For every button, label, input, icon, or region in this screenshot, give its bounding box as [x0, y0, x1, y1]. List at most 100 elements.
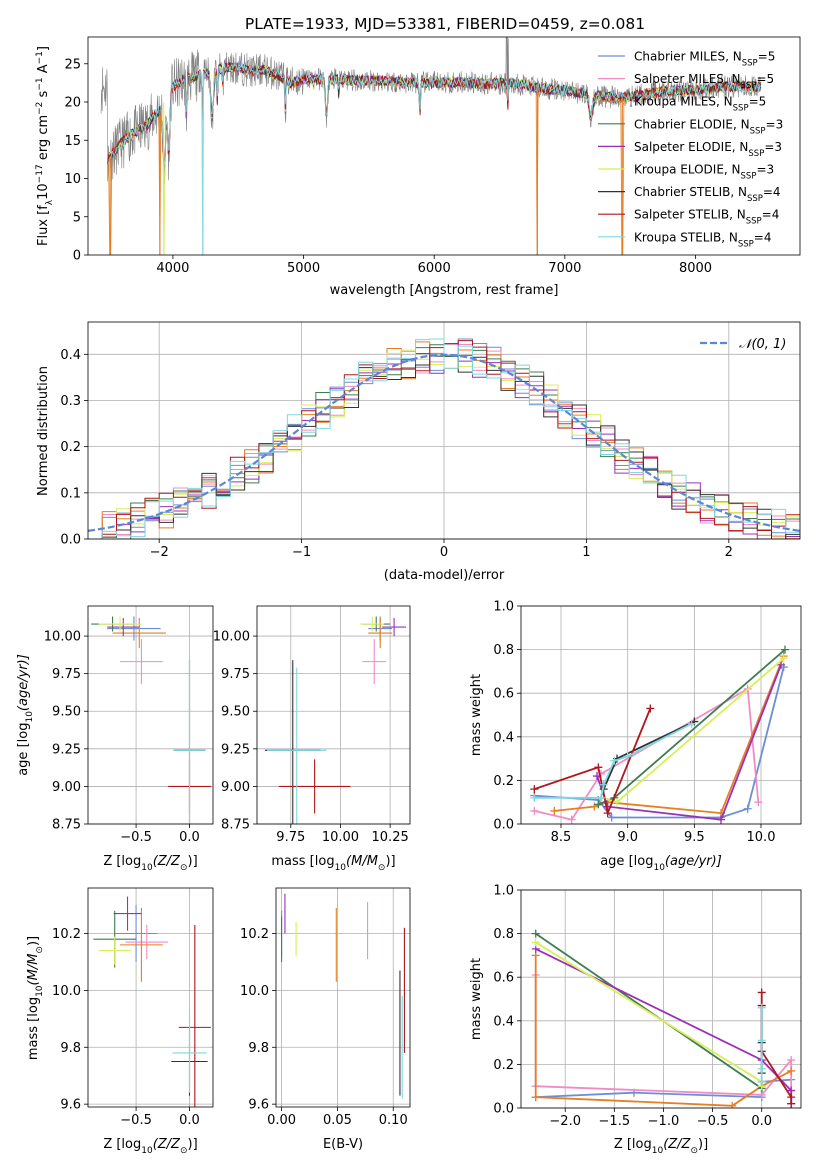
weight-marker	[610, 756, 619, 765]
x-tick-label: 8000	[679, 261, 712, 276]
x-tick-label: 7000	[548, 261, 581, 276]
z-weight-axes: −2.0 −1.5 −1.0 −0.5 0.0 0.0 0.2 0.4 0.6 0.8 1.0 Z […	[469, 884, 802, 1156]
legend-sub: SSP	[748, 149, 764, 159]
weight-marker	[646, 704, 655, 713]
y-tick-label: 10.0	[240, 984, 269, 999]
x-tick-label: 10.00	[322, 830, 359, 845]
x-tick-label: 0.10	[379, 1113, 408, 1128]
y-tick-label: 0.0	[60, 533, 81, 548]
plot-area	[93, 896, 211, 1107]
axes-frame	[87, 36, 801, 256]
y-tick-label: 5	[73, 210, 81, 225]
label-part: (M/M	[26, 954, 41, 986]
weight-marker	[687, 719, 696, 728]
x-tick-label: 10.25	[372, 830, 409, 845]
y-tick-label: 9.75	[52, 667, 81, 682]
weight-marker	[603, 809, 612, 818]
y-tick-label: 9.25	[221, 742, 250, 757]
legend-text: Kroupa STELIB, N	[634, 230, 738, 244]
x-tick-label: 0.0	[179, 830, 200, 845]
axes-frame	[275, 887, 411, 1108]
label-part: Z [log	[103, 1137, 141, 1152]
legend-tail: =3	[766, 117, 784, 131]
weight-marker	[743, 804, 752, 813]
weight-marker	[757, 1064, 766, 1073]
x-tick-label: 4000	[156, 261, 189, 276]
legend-label: Chabrier ELODIE, NSSP=3	[634, 117, 783, 136]
weight-marker	[787, 1056, 796, 1065]
label-part: Z [log	[614, 1137, 652, 1152]
label-part: age [log	[16, 723, 31, 776]
weight-marker	[531, 1093, 540, 1102]
y-tick-label: 0.6	[493, 687, 514, 702]
legend-label: Chabrier STELIB, NSSP=4	[634, 185, 781, 204]
x-tick-label: 0.0	[179, 1113, 200, 1128]
y-tick-label: 0.8	[493, 927, 514, 942]
x-axis-label: wavelength [Angstrom, rest frame]	[330, 283, 559, 298]
y-tick-label: 25	[64, 57, 81, 72]
legend-tail: =3	[756, 163, 774, 177]
y-tick-label: 10.00	[213, 630, 250, 645]
x-tick-label: 0	[440, 545, 448, 560]
x-axis-label: Z [log10(Z/Z⊙)]	[614, 1137, 708, 1156]
label-part: age [log	[600, 854, 653, 869]
label-part: 10	[35, 985, 45, 997]
label-part: (M/M	[346, 854, 378, 869]
x-tick-label: 9.75	[276, 830, 305, 845]
model-spectrum	[107, 62, 762, 255]
y-tick-label: 0.2	[60, 440, 81, 455]
legend-label: 𝒩(0, 1)	[739, 337, 786, 352]
weight-marker	[531, 929, 540, 938]
label-part: 10	[141, 1146, 153, 1156]
y-tick-label: 10.2	[52, 927, 81, 942]
weight-marker	[531, 938, 540, 947]
label-part: −1	[35, 51, 45, 64]
label-part: mass [log	[271, 854, 334, 869]
label-part: )]	[698, 1137, 708, 1152]
y-tick-label: 20	[64, 96, 81, 111]
weight-marker	[607, 813, 616, 822]
axes-frame	[87, 605, 214, 825]
y-tick-label: 8.75	[221, 818, 250, 833]
y-tick-label: 10.2	[240, 927, 269, 942]
axes-frame	[520, 605, 802, 825]
plot-area	[91, 616, 211, 824]
x-axis-label: E(B-V)	[323, 1137, 363, 1152]
x-tick-label: 5000	[287, 261, 320, 276]
y-tick-label: 15	[64, 134, 81, 149]
label-part: )]	[385, 854, 395, 869]
y-axis-label: Normed distribution	[36, 366, 51, 496]
weight-marker	[787, 1066, 796, 1075]
y-tick-label: 0.0	[493, 818, 514, 833]
y-axis-label: mass weight	[469, 674, 484, 756]
label-part: −17	[35, 164, 45, 183]
x-tick-label: −1.5	[599, 1114, 631, 1129]
plot-area	[100, 37, 762, 255]
y-tick-label: 0.2	[493, 774, 514, 789]
ebv-mass-axes: 0.00 0.05 0.10 9.6 9.8 10.0 10.2 E(B-V)	[240, 887, 411, 1152]
legend-tail: =4	[754, 230, 772, 244]
label-part: ⊙	[180, 863, 188, 873]
y-tick-label: 1.0	[493, 884, 514, 899]
x-tick-label: −0.5	[120, 1113, 152, 1128]
y-tick-label: 9.00	[221, 780, 250, 795]
y-tick-label: 9.00	[52, 780, 81, 795]
x-axis-label: (data-model)/error	[384, 568, 505, 583]
y-axis-label: mass weight	[469, 958, 484, 1040]
weight-marker	[781, 645, 789, 654]
x-axis-label: mass [log10(M/M⊙)]	[271, 854, 395, 873]
x-tick-label: 9.0	[617, 830, 638, 845]
y-tick-label: 9.75	[221, 667, 250, 682]
weight-marker	[787, 1099, 796, 1108]
legend-tail: =4	[762, 208, 780, 222]
weight-marker	[594, 763, 603, 772]
mass-age-axes: 9.75 10.00 10.25 8.75 9.00 9.25 9.50 9.75 10.00 m…	[213, 605, 411, 873]
legend-text: Chabrier STELIB, N	[634, 185, 747, 199]
y-tick-label: 9.8	[248, 1041, 269, 1056]
legend-sub: SSP	[742, 59, 758, 69]
legend-tail: =4	[763, 185, 781, 199]
spectrum-axes: 4000 5000 6000 7000 8000 0 5 10 15 20 25 PLATE=1933…	[35, 15, 801, 298]
y-tick-label: 0.4	[493, 730, 514, 745]
